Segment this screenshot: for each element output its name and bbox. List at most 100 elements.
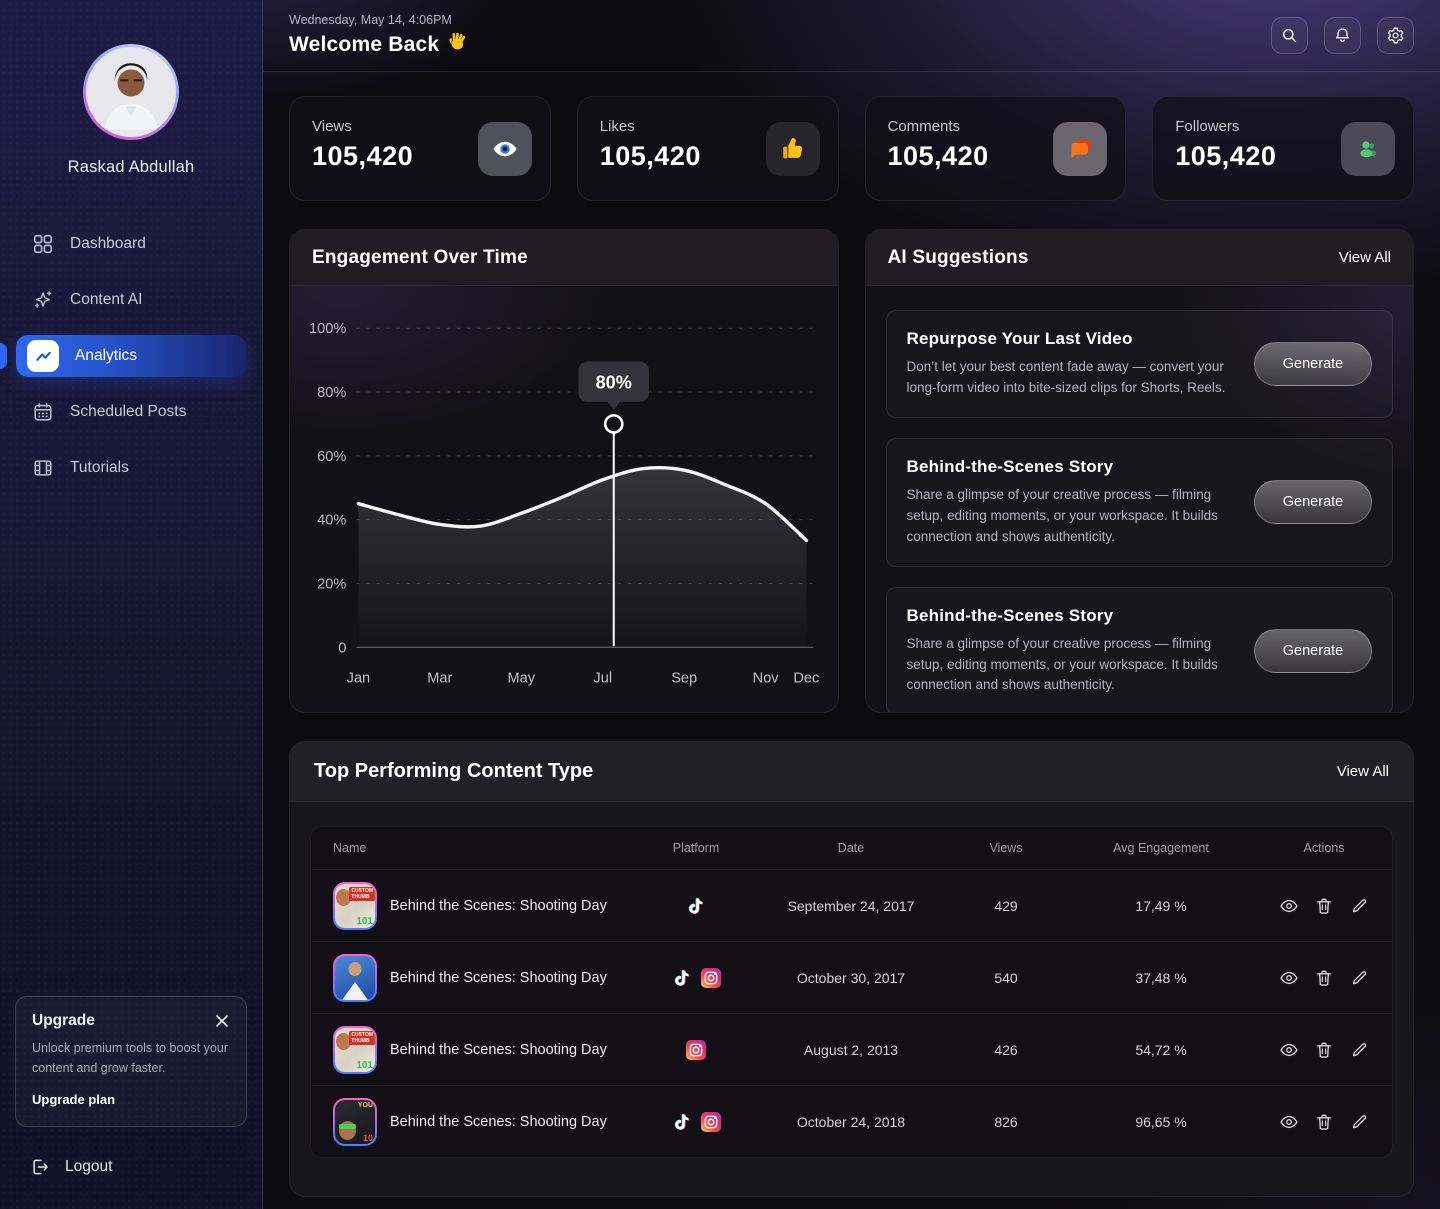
edit-button[interactable] <box>1349 896 1369 916</box>
edit-button[interactable] <box>1349 1112 1369 1132</box>
ai-suggestion-card: Repurpose Your Last Video Don’t let your… <box>885 310 1393 418</box>
table-row[interactable]: YOU 10 Behind the Scenes: Shooting Day Oc… <box>311 1085 1392 1157</box>
active-nav-indicator <box>0 343 7 369</box>
stat-label: Views <box>312 118 352 135</box>
stat-card-followers: Followers 105,420 <box>1152 96 1414 201</box>
stat-card-likes: Likes 105,420 <box>576 96 839 201</box>
svg-text:80%: 80% <box>317 385 346 401</box>
instagram-icon <box>686 1039 706 1060</box>
content-views: 426 <box>994 1041 1018 1058</box>
logout-label: Logout <box>65 1158 113 1175</box>
edit-icon <box>1349 970 1369 991</box>
user-name: Raskad Abdullah <box>67 158 195 176</box>
delete-button[interactable] <box>1314 968 1334 988</box>
close-icon[interactable] <box>214 1013 230 1029</box>
ai-view-all-link[interactable]: View All <box>1338 249 1391 266</box>
engagement-chart: 100% 80% 60% 40% 20% 0 Jan Mar May Jul Sep Nov Dec 80… <box>290 286 838 712</box>
column-header-views: Views <box>989 841 1023 855</box>
svg-text:80%: 80% <box>596 373 632 393</box>
sidebar-item-dashboard[interactable]: Dashboard <box>16 223 246 265</box>
edit-button[interactable] <box>1349 968 1369 988</box>
content-engagement: 37,48 % <box>1135 969 1187 986</box>
stat-label: Likes <box>599 118 635 135</box>
sidebar-item-content-ai[interactable]: Content AI <box>16 279 246 321</box>
sidebar-item-tutorials[interactable]: Tutorials <box>16 447 246 489</box>
table-row[interactable]: CUSTOM THUMB 101 Behind the Scenes: Shooti… <box>311 1013 1392 1085</box>
sidebar-item-analytics[interactable]: Analytics <box>0 335 246 377</box>
table-row[interactable]: Behind the Scenes: Shooting Day October … <box>311 941 1392 1013</box>
stat-label: Comments <box>887 118 961 135</box>
settings-button[interactable] <box>1377 17 1414 54</box>
column-header-name: Name <box>333 841 367 855</box>
avatar <box>83 44 179 140</box>
table-view-all-link[interactable]: View All <box>1336 763 1389 780</box>
svg-text:Jan: Jan <box>347 671 371 687</box>
content-date: August 2, 2013 <box>803 1041 899 1058</box>
delete-icon <box>1314 1042 1334 1063</box>
chart-marker-point <box>603 414 624 434</box>
comments-icon <box>1053 121 1108 176</box>
view-button[interactable] <box>1279 1040 1299 1060</box>
ai-cards-list: Repurpose Your Last Video Don’t let your… <box>865 286 1413 712</box>
ai-panel-title: AI Suggestions <box>887 246 1029 268</box>
svg-text:0: 0 <box>338 640 346 656</box>
logout-icon <box>30 1157 50 1177</box>
delete-icon <box>1314 1114 1334 1135</box>
sidebar-item-label: Analytics <box>75 347 138 364</box>
header-date: Wednesday, May 14, 4:06PM <box>289 13 452 27</box>
thumbs-up-icon <box>765 121 820 176</box>
film-icon <box>32 457 54 479</box>
edit-button[interactable] <box>1349 1040 1369 1060</box>
ai-card-title: Behind-the-Scenes Story <box>906 605 1114 625</box>
upgrade-description: Unlock premium tools to boost your conte… <box>32 1041 228 1075</box>
search-icon <box>1280 26 1299 45</box>
edit-icon <box>1349 1042 1369 1063</box>
view-icon <box>1279 971 1299 991</box>
instagram-icon <box>700 967 721 988</box>
delete-button[interactable] <box>1314 896 1334 916</box>
content-name: Behind the Scenes: Shooting Day <box>390 897 607 914</box>
delete-icon <box>1314 898 1334 919</box>
sidebar-item-scheduled-posts[interactable]: Scheduled Posts <box>16 391 246 433</box>
delete-button[interactable] <box>1314 1112 1334 1132</box>
svg-text:Mar: Mar <box>427 671 452 687</box>
generate-button[interactable]: Generate <box>1254 628 1372 673</box>
delete-button[interactable] <box>1314 1040 1334 1060</box>
upgrade-plan-link[interactable]: Upgrade plan <box>32 1092 116 1107</box>
ai-card-description: Don’t let your best content fade away — … <box>906 359 1226 395</box>
sparkles-icon <box>32 289 54 311</box>
ai-suggestion-card: Behind-the-Scenes Story Share a glimpse … <box>885 586 1393 712</box>
notifications-button[interactable] <box>1324 17 1361 54</box>
content-date: September 24, 2017 <box>787 897 915 914</box>
tiktok-icon <box>672 968 692 988</box>
sidebar-item-label: Scheduled Posts <box>70 403 187 420</box>
content-name: Behind the Scenes: Shooting Day <box>390 969 607 986</box>
content-thumbnail: CUSTOM THUMB 101 <box>333 1025 377 1074</box>
stat-label: Followers <box>1175 118 1240 135</box>
table-row[interactable]: CUSTOM THUMB 101 Behind the Scenes: Shooti… <box>311 869 1392 941</box>
content-views: 429 <box>994 897 1018 914</box>
svg-text:Jul: Jul <box>593 671 612 687</box>
stats-row: Views 105,420 Likes 105,420 Comments 105… <box>289 96 1414 201</box>
content-engagement: 17,49 % <box>1135 897 1187 914</box>
engagement-panel-title: Engagement Over Time <box>312 246 528 268</box>
dashboard-icon <box>32 233 54 255</box>
logout-button[interactable]: Logout <box>16 1149 246 1185</box>
edit-icon <box>1349 898 1369 919</box>
chart-tooltip: 80% <box>578 361 649 410</box>
content-thumbnail: YOU 10 <box>333 1097 377 1146</box>
svg-text:Dec: Dec <box>793 671 819 687</box>
view-button[interactable] <box>1279 968 1299 988</box>
sidebar-item-label: Tutorials <box>70 459 129 476</box>
view-button[interactable] <box>1279 1112 1299 1132</box>
column-header-avg-engagement: Avg Engagement <box>1113 841 1209 855</box>
svg-text:Nov: Nov <box>753 671 780 687</box>
delete-icon <box>1314 970 1334 991</box>
search-button[interactable] <box>1271 17 1308 54</box>
view-icon <box>1279 899 1299 919</box>
stat-value: 105,420 <box>312 141 414 171</box>
generate-button[interactable]: Generate <box>1254 341 1372 386</box>
generate-button[interactable]: Generate <box>1254 480 1372 525</box>
tiktok-icon <box>686 896 706 916</box>
view-button[interactable] <box>1279 896 1299 916</box>
